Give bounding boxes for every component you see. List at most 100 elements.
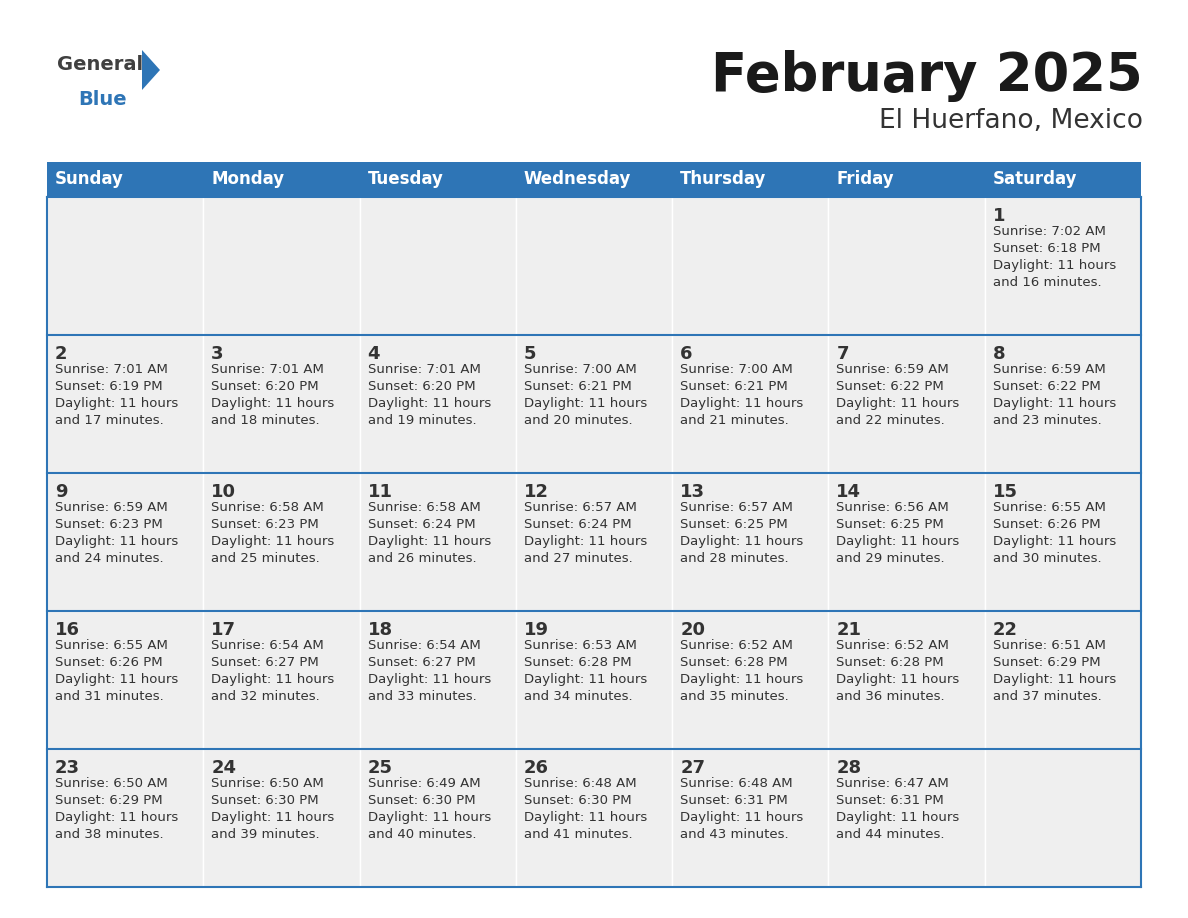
Text: Sunrise: 6:52 AM: Sunrise: 6:52 AM (836, 639, 949, 652)
Bar (48, 162, 1140, 197)
Bar (516, 473, 672, 611)
Text: Sunrise: 6:47 AM: Sunrise: 6:47 AM (836, 777, 949, 790)
Text: Sunset: 6:18 PM: Sunset: 6:18 PM (993, 242, 1100, 255)
Text: 19: 19 (524, 621, 549, 639)
Text: and 25 minutes.: and 25 minutes. (211, 552, 320, 565)
Text: Sunrise: 6:59 AM: Sunrise: 6:59 AM (993, 363, 1106, 376)
Text: 18: 18 (367, 621, 393, 639)
Text: 16: 16 (55, 621, 80, 639)
Text: Daylight: 11 hours: Daylight: 11 hours (367, 397, 491, 410)
Text: Sunrise: 6:57 AM: Sunrise: 6:57 AM (681, 501, 794, 514)
Text: 13: 13 (681, 483, 706, 501)
Text: Sunrise: 6:59 AM: Sunrise: 6:59 AM (55, 501, 168, 514)
Text: 26: 26 (524, 759, 549, 777)
Text: and 44 minutes.: and 44 minutes. (836, 828, 944, 841)
Text: Sunrise: 6:48 AM: Sunrise: 6:48 AM (681, 777, 792, 790)
Text: Wednesday: Wednesday (524, 171, 631, 188)
Text: and 19 minutes.: and 19 minutes. (367, 414, 476, 427)
Bar (985, 473, 1140, 611)
Text: 12: 12 (524, 483, 549, 501)
Text: 21: 21 (836, 621, 861, 639)
Text: Sunday: Sunday (55, 171, 124, 188)
Text: Sunset: 6:29 PM: Sunset: 6:29 PM (993, 656, 1100, 669)
Text: Sunrise: 7:01 AM: Sunrise: 7:01 AM (211, 363, 324, 376)
Text: Daylight: 11 hours: Daylight: 11 hours (55, 811, 178, 824)
Text: and 33 minutes.: and 33 minutes. (367, 690, 476, 703)
Text: Sunset: 6:31 PM: Sunset: 6:31 PM (836, 794, 944, 807)
Text: and 23 minutes.: and 23 minutes. (993, 414, 1101, 427)
Text: and 20 minutes.: and 20 minutes. (524, 414, 632, 427)
Text: Sunset: 6:27 PM: Sunset: 6:27 PM (211, 656, 320, 669)
Text: Sunset: 6:23 PM: Sunset: 6:23 PM (211, 518, 320, 531)
Text: and 16 minutes.: and 16 minutes. (993, 276, 1101, 289)
Text: 4: 4 (367, 345, 380, 363)
Bar (48, 473, 203, 611)
Text: and 30 minutes.: and 30 minutes. (993, 552, 1101, 565)
Text: and 18 minutes.: and 18 minutes. (211, 414, 320, 427)
Text: Saturday: Saturday (993, 171, 1078, 188)
Text: Daylight: 11 hours: Daylight: 11 hours (836, 811, 960, 824)
Text: Sunrise: 6:54 AM: Sunrise: 6:54 AM (211, 639, 324, 652)
Bar (672, 749, 828, 887)
Text: 6: 6 (681, 345, 693, 363)
Text: Sunrise: 6:58 AM: Sunrise: 6:58 AM (211, 501, 324, 514)
Text: Sunrise: 6:51 AM: Sunrise: 6:51 AM (993, 639, 1106, 652)
Text: Sunrise: 7:01 AM: Sunrise: 7:01 AM (55, 363, 168, 376)
Text: Sunset: 6:31 PM: Sunset: 6:31 PM (681, 794, 788, 807)
Text: Sunrise: 6:52 AM: Sunrise: 6:52 AM (681, 639, 794, 652)
Text: Sunrise: 6:57 AM: Sunrise: 6:57 AM (524, 501, 637, 514)
Bar (203, 749, 360, 887)
Text: Sunrise: 6:50 AM: Sunrise: 6:50 AM (211, 777, 324, 790)
Text: Sunrise: 7:01 AM: Sunrise: 7:01 AM (367, 363, 480, 376)
Text: Sunrise: 6:49 AM: Sunrise: 6:49 AM (367, 777, 480, 790)
Text: Sunrise: 6:54 AM: Sunrise: 6:54 AM (367, 639, 480, 652)
Text: Daylight: 11 hours: Daylight: 11 hours (367, 673, 491, 686)
Text: 8: 8 (993, 345, 1005, 363)
Bar (48, 611, 203, 749)
Bar (985, 335, 1140, 473)
Bar (828, 749, 985, 887)
Bar (48, 749, 203, 887)
Bar (672, 335, 828, 473)
Text: Sunset: 6:26 PM: Sunset: 6:26 PM (993, 518, 1100, 531)
Text: Thursday: Thursday (681, 171, 766, 188)
Text: Sunrise: 7:02 AM: Sunrise: 7:02 AM (993, 225, 1106, 238)
Bar (828, 335, 985, 473)
Text: El Huerfano, Mexico: El Huerfano, Mexico (879, 108, 1143, 134)
Text: Sunset: 6:24 PM: Sunset: 6:24 PM (367, 518, 475, 531)
Bar (203, 335, 360, 473)
Text: and 39 minutes.: and 39 minutes. (211, 828, 320, 841)
Text: and 27 minutes.: and 27 minutes. (524, 552, 632, 565)
Bar (48, 335, 203, 473)
Text: Daylight: 11 hours: Daylight: 11 hours (55, 397, 178, 410)
Text: Daylight: 11 hours: Daylight: 11 hours (211, 397, 335, 410)
Bar (516, 749, 672, 887)
Bar (828, 611, 985, 749)
Text: Daylight: 11 hours: Daylight: 11 hours (993, 535, 1116, 548)
Text: Daylight: 11 hours: Daylight: 11 hours (524, 811, 647, 824)
Bar (48, 197, 203, 335)
Bar (360, 197, 516, 335)
Bar (203, 473, 360, 611)
Bar (360, 611, 516, 749)
Bar (516, 611, 672, 749)
Text: Blue: Blue (78, 90, 127, 109)
Bar (672, 473, 828, 611)
Text: 3: 3 (211, 345, 223, 363)
Text: Sunset: 6:30 PM: Sunset: 6:30 PM (367, 794, 475, 807)
Bar (360, 335, 516, 473)
Text: 14: 14 (836, 483, 861, 501)
Bar (360, 749, 516, 887)
Text: and 21 minutes.: and 21 minutes. (681, 414, 789, 427)
Text: 11: 11 (367, 483, 392, 501)
Text: and 35 minutes.: and 35 minutes. (681, 690, 789, 703)
Text: Daylight: 11 hours: Daylight: 11 hours (55, 673, 178, 686)
Polygon shape (143, 50, 160, 90)
Text: and 29 minutes.: and 29 minutes. (836, 552, 944, 565)
Text: and 40 minutes.: and 40 minutes. (367, 828, 476, 841)
Text: Sunset: 6:30 PM: Sunset: 6:30 PM (211, 794, 318, 807)
Text: 25: 25 (367, 759, 392, 777)
Text: Sunset: 6:28 PM: Sunset: 6:28 PM (524, 656, 632, 669)
Text: and 22 minutes.: and 22 minutes. (836, 414, 946, 427)
Text: Sunset: 6:20 PM: Sunset: 6:20 PM (367, 380, 475, 393)
